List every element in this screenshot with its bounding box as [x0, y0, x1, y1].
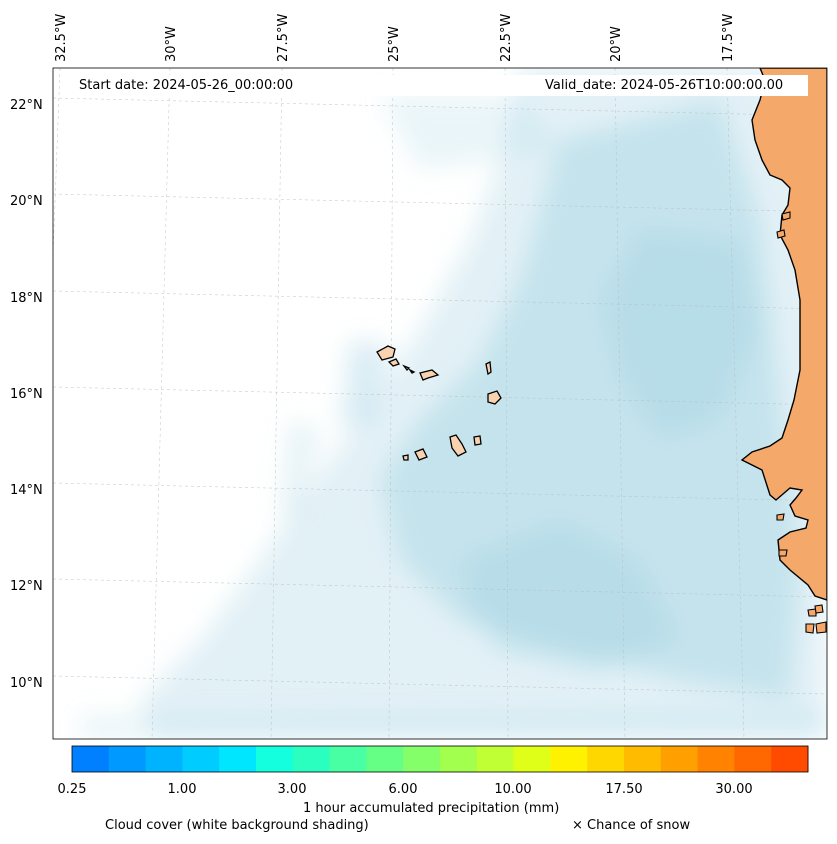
island-sao-nicolau [419, 369, 440, 381]
colorbar-tick: 3.00 [277, 782, 307, 797]
island-islet [402, 364, 411, 371]
colorbar-swatch [182, 746, 220, 772]
colorbar-tick: 17.50 [605, 782, 643, 797]
meridian-line [726, 68, 745, 739]
colorbar-label: 1 hour accumulated precipitation (mm) [303, 801, 560, 816]
island-brava [402, 454, 409, 461]
colorbar-swatch [476, 746, 515, 772]
island-fogo [414, 448, 428, 461]
colorbar-swatch [771, 746, 809, 772]
colorbar-swatch [660, 746, 699, 772]
colorbar-swatch [366, 746, 404, 772]
colorbar-tick: 30.00 [715, 782, 753, 797]
lon-label-32-5w: 32.5°W [54, 13, 69, 62]
valid-date-label: Valid_date: 2024-05-26T10:00:00.00 [545, 78, 784, 93]
mainland-africa [740, 68, 827, 601]
map-area [53, 68, 827, 739]
lat-label-14n: 14°N [10, 483, 43, 498]
colorbar-swatch [72, 746, 110, 772]
island-sao-vicente [387, 358, 400, 367]
start-date-label: Start date: 2024-05-26_00:00:00 [79, 78, 294, 93]
cloud-cover-legend: Cloud cover (white background shading) [105, 818, 369, 833]
colorbar-swatch [734, 746, 772, 772]
meridian-line [504, 68, 509, 739]
meridian-line [270, 68, 283, 739]
colorbar-tick: 0.25 [57, 782, 87, 797]
colorbar-swatch [219, 746, 257, 772]
lon-label-25w: 25°W [387, 26, 402, 62]
colorbar-swatch [292, 746, 331, 772]
meridian-line [151, 68, 171, 739]
colorbar-tick: 10.00 [494, 782, 532, 797]
graticule [53, 68, 827, 739]
lon-label-20w: 20°W [609, 26, 624, 62]
lat-label-18n: 18°N [10, 291, 43, 306]
precipitation-colorbar [71, 745, 809, 773]
island-islet-2 [408, 368, 416, 374]
island-boa-vista [487, 390, 502, 405]
colorbar-swatch [108, 746, 147, 772]
lon-label-17-5w: 17.5°W [721, 13, 736, 62]
bijagos-islands [776, 211, 827, 634]
island-sal [485, 360, 492, 376]
colorbar-swatch [256, 746, 294, 772]
cape-verde-islands [376, 345, 502, 461]
date-banner [72, 75, 808, 96]
island-maio [473, 435, 482, 446]
lat-label-22n: 22°N [10, 98, 43, 113]
meridian-line [388, 68, 394, 739]
colorbar-swatch [697, 746, 735, 772]
meridian-line [614, 68, 626, 739]
lat-label-12n: 12°N [10, 579, 43, 594]
colorbar-swatch [550, 746, 588, 772]
snow-legend: × Chance of snow [572, 818, 691, 833]
colorbar-frame [71, 745, 809, 773]
colorbar-swatch [403, 746, 441, 772]
colorbar-swatch [513, 746, 551, 772]
colorbar-swatch [440, 746, 478, 772]
lon-label-30w: 30°W [164, 26, 179, 62]
colorbar-swatch [145, 746, 183, 772]
lon-label-27-5w: 27.5°W [276, 13, 291, 62]
colorbar-swatch [329, 746, 367, 772]
lat-label-10n: 10°N [10, 676, 43, 691]
lon-label-22-5w: 22.5°W [499, 13, 514, 62]
colorbar-tick: 1.00 [167, 782, 197, 797]
colorbar-swatch [624, 746, 662, 772]
lat-label-16n: 16°N [10, 387, 43, 402]
island-santiago [449, 434, 467, 457]
colorbar-swatch [587, 746, 625, 772]
lat-label-20n: 20°N [10, 194, 43, 209]
island-santo-antao [376, 345, 396, 361]
map-frame [52, 67, 828, 740]
cloud-cover-shading [80, 68, 827, 739]
colorbar-tick: 6.00 [388, 782, 418, 797]
